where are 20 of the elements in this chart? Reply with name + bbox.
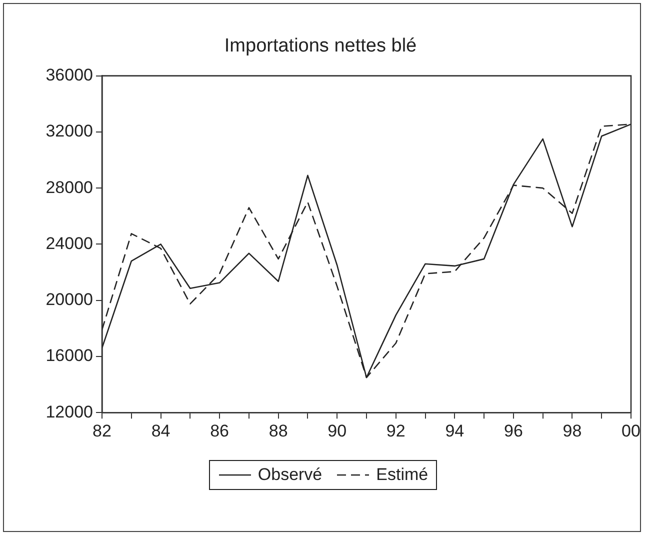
y-tick-label: 36000 (46, 65, 93, 84)
x-tick-label: 00 (622, 421, 640, 440)
x-tick-label: 82 (92, 421, 112, 440)
x-tick-label: 84 (151, 421, 170, 440)
y-tick-label: 32000 (46, 122, 93, 141)
y-tick-label: 20000 (46, 290, 93, 310)
y-tick-label: 16000 (46, 346, 93, 366)
x-tick-label: 98 (562, 421, 582, 440)
chart-title: Importations nettes blé (224, 36, 417, 57)
x-tick-label: 92 (386, 421, 406, 440)
x-tick-label: 96 (504, 421, 523, 440)
y-tick-label: 12000 (46, 402, 93, 422)
x-tick-label: 94 (445, 421, 464, 440)
x-tick-label: 90 (328, 421, 347, 440)
legend-label: Estimé (376, 465, 428, 485)
y-tick-label: 28000 (46, 178, 93, 197)
x-tick-label: 86 (210, 421, 230, 440)
legend-label: Observé (258, 465, 322, 485)
y-tick-label: 24000 (46, 234, 93, 253)
x-tick-label: 88 (268, 421, 288, 440)
